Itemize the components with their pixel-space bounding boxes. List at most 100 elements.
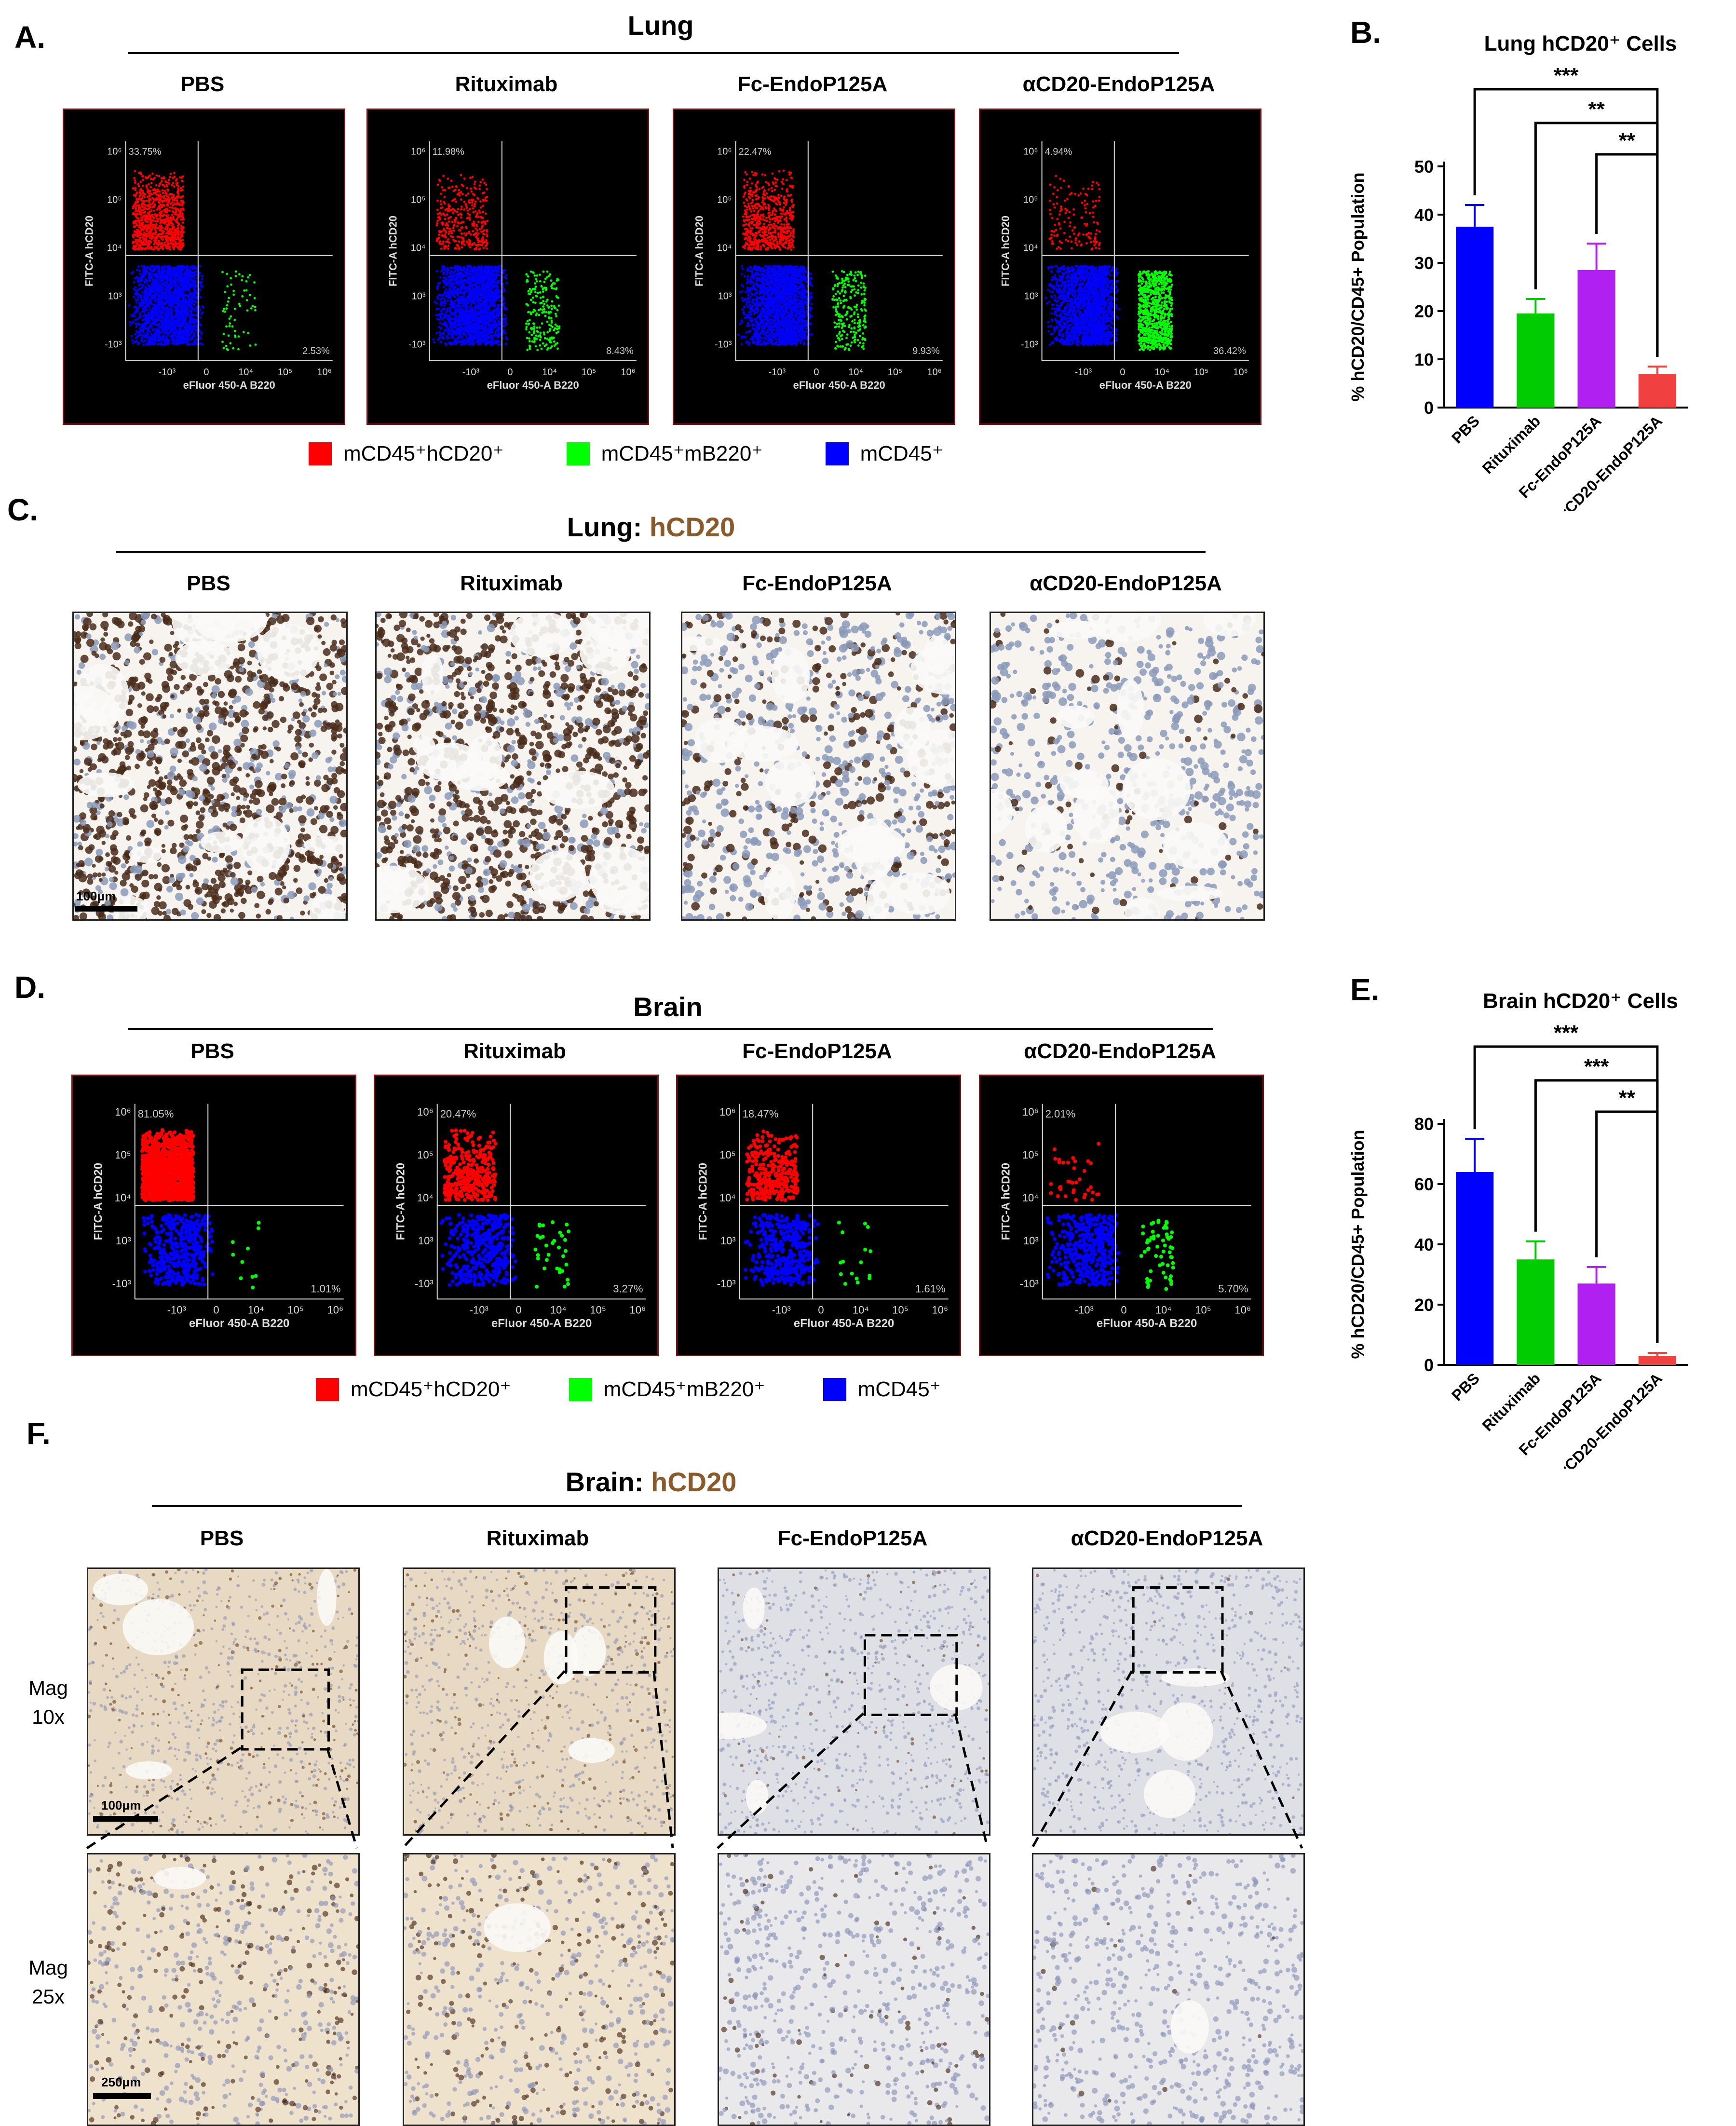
x-tick-label: 0: [1121, 1304, 1126, 1316]
lung-ihc-title-marker: hCD20: [650, 512, 735, 542]
brain-hcd20-bar-chart: Brain hCD20⁺ Cells % hCD20/CD45+ Populati…: [1348, 989, 1688, 1469]
x-tick-label: -10³: [769, 367, 786, 378]
x-tick-label: -10³: [1075, 1304, 1094, 1316]
y-axis-label: FITC-A hCD20: [92, 1163, 105, 1240]
brain-ihc-header-0: PBS: [77, 1526, 366, 1551]
flow-plot-3: 2.01% 5.70% 10⁶ 10⁵ 10⁴ 10³ -10³ -10³ 0 10⁴ 10⁵ 10⁶…: [979, 1075, 1264, 1356]
quadrant-bottom-right-pct: 8.43%: [606, 346, 634, 356]
brain-ihc-header-1: Rituximab: [393, 1526, 682, 1551]
column-header-3: αCD20-EndoP125A: [969, 72, 1268, 96]
chart-y-axis-label: % hCD20/CD45+ Population: [1348, 172, 1368, 401]
flow-scatter: 22.47% 9.93% 10⁶ 10⁵ 10⁴ 10³ -10³ -10³ 0 10⁴ 10⁵ 10…: [693, 141, 943, 391]
significance-label: ***: [1554, 64, 1579, 87]
x-tick-label: -10³: [462, 367, 480, 378]
x-axis-label: eFluor 450-A B220: [487, 379, 579, 391]
x-tick-label: -10³: [772, 1304, 791, 1316]
y-tick-label: 10³: [418, 1235, 434, 1247]
quadrant-bottom-right-pct: 9.93%: [912, 346, 940, 356]
column-header-0: PBS: [53, 72, 352, 96]
y-tick-label: -10³: [1021, 340, 1038, 350]
y-tick-label: 10⁵: [411, 194, 426, 205]
legend-swatch-green: [569, 1377, 592, 1401]
chart-title: Lung hCD20⁺ Cells: [1484, 32, 1677, 55]
legend-swatch-blue: [825, 442, 849, 465]
zoom-region-box: [1132, 1586, 1224, 1674]
ihc-fc-endop125a-brain-10x-image: [718, 1567, 990, 1836]
y-tick-label: 10³: [116, 1235, 131, 1247]
column-header-1: Rituximab: [364, 1039, 665, 1063]
flow-events: [1045, 1142, 1175, 1291]
legend-a: mCD45⁺hCD20⁺ mCD45⁺mB220⁺ mCD45⁺: [309, 441, 943, 466]
flow-plot-1: 11.98% 8.43% 10⁶ 10⁵ 10⁴ 10³ -10³ -10³ 0 10⁴ 10⁵ 10…: [366, 109, 649, 425]
y-tick-label: 10⁵: [717, 194, 732, 205]
ihc-fc-endop125a-brain-25x-image: [718, 1853, 990, 2126]
flow-plot-0: 81.05% 1.01% 10⁶ 10⁵ 10⁴ 10³ -10³ -10³ 0 10⁴ 10⁵ 10…: [71, 1075, 356, 1356]
x-tick-label: 10⁵: [287, 1304, 304, 1316]
x-tick-label: 10⁵: [582, 367, 597, 378]
significance-label: ***: [1584, 1055, 1609, 1078]
mag-10x-line2: 10x: [19, 1703, 77, 1731]
y-tick-label: 50: [1414, 157, 1434, 177]
flow-scatter: 81.05% 1.01% 10⁶ 10⁵ 10⁴ 10³ -10³ -10³ 0 10⁴ 10⁵ 10…: [92, 1104, 344, 1330]
lung-ihc-title: Lung: hCD20: [482, 511, 820, 543]
quadrant-top-left-pct: 20.47%: [440, 1108, 476, 1120]
x-axis-label: eFluor 450-A B220: [793, 379, 885, 391]
legend-swatch-green: [566, 442, 590, 465]
y-tick-label: 10³: [1024, 291, 1038, 302]
y-tick-label: 10⁴: [1022, 1192, 1039, 1204]
x-tick-label: 0: [1120, 367, 1125, 378]
x-tick-label: 10⁴: [848, 367, 863, 378]
y-tick-label: 10⁶: [417, 1106, 434, 1118]
flow-events: [744, 1129, 873, 1287]
x-tick-label: 0: [818, 1304, 824, 1316]
lung-ihc-header-2: Fc-EndoP125A: [671, 572, 963, 596]
bar-0: [1455, 227, 1494, 408]
mag-25x-line2: 25x: [19, 1982, 77, 2011]
lung-flow-title: Lung: [564, 10, 757, 41]
y-axis-label: FITC-A hCD20: [693, 216, 705, 286]
x-tick-label: PBS: [1448, 412, 1483, 447]
legend-label-cd45: mCD45⁺: [858, 1377, 941, 1402]
quadrant-top-left-pct: 33.75%: [129, 147, 162, 157]
x-tick-label: 10⁴: [542, 367, 557, 378]
mag-25x-label: Mag 25x: [19, 1953, 77, 2011]
y-tick-label: 10⁶: [1023, 146, 1038, 157]
y-tick-label: -10³: [415, 1278, 434, 1290]
tissue-texture: [991, 613, 1263, 919]
legend-label-hcd20: mCD45⁺hCD20⁺: [343, 441, 504, 466]
quadrant-bottom-right-pct: 3.27%: [613, 1282, 643, 1295]
ihc-fc-endop125a-lung-image: [681, 612, 956, 921]
panel-label-b: B.: [1350, 14, 1381, 50]
legend-label-cd45: mCD45⁺: [860, 441, 943, 466]
x-tick-label: 10⁶: [630, 1304, 646, 1316]
x-tick-label: -10³: [470, 1304, 488, 1316]
x-tick-label: 10⁴: [1155, 1304, 1172, 1316]
y-tick-label: -10³: [715, 340, 732, 350]
x-axis-label: eFluor 450-A B220: [183, 379, 275, 391]
x-tick-label: 10⁵: [278, 367, 293, 378]
legend-swatch-red: [309, 442, 332, 465]
y-tick-label: 10⁵: [107, 194, 122, 205]
y-tick-label: 10⁴: [1023, 243, 1038, 254]
x-tick-label: 10⁵: [888, 367, 903, 378]
quadrant-top-left-pct: 2.01%: [1045, 1108, 1075, 1120]
brain-10x-scale-bar: [93, 1816, 158, 1822]
x-tick-label: 10⁵: [892, 1304, 909, 1316]
flow-scatter: 18.47% 1.61% 10⁶ 10⁵ 10⁴ 10³ -10³ -10³ 0 10⁴ 10⁵ 10…: [697, 1104, 949, 1330]
significance-label: **: [1619, 1086, 1636, 1110]
legend-swatch-red: [316, 1377, 339, 1401]
ihc-pbs-brain-25x-image: [87, 1853, 360, 2126]
y-tick-label: 10⁴: [719, 1192, 736, 1204]
x-tick-label: 10⁵: [1194, 367, 1209, 378]
mag-10x-label: Mag 10x: [19, 1674, 77, 1731]
lung-ihc-header-3: αCD20-EndoP125A: [980, 572, 1272, 596]
y-tick-label: 10⁵: [417, 1149, 434, 1161]
column-header-2: Fc-EndoP125A: [663, 72, 962, 96]
ihc-rituximab-lung-image: [375, 612, 651, 921]
bar-1: [1517, 313, 1555, 408]
ihc-rituximab-brain-25x-image: [403, 1853, 676, 2126]
lung-ihc-header-0: PBS: [63, 572, 354, 596]
y-tick-label: 10⁶: [719, 1106, 736, 1118]
flow-plot-3: 4.94% 36.42% 10⁶ 10⁵ 10⁴ 10³ -10³ -10³ 0 10⁴ 10⁵ 10…: [979, 109, 1261, 425]
lung-scale-bar: [75, 906, 137, 912]
